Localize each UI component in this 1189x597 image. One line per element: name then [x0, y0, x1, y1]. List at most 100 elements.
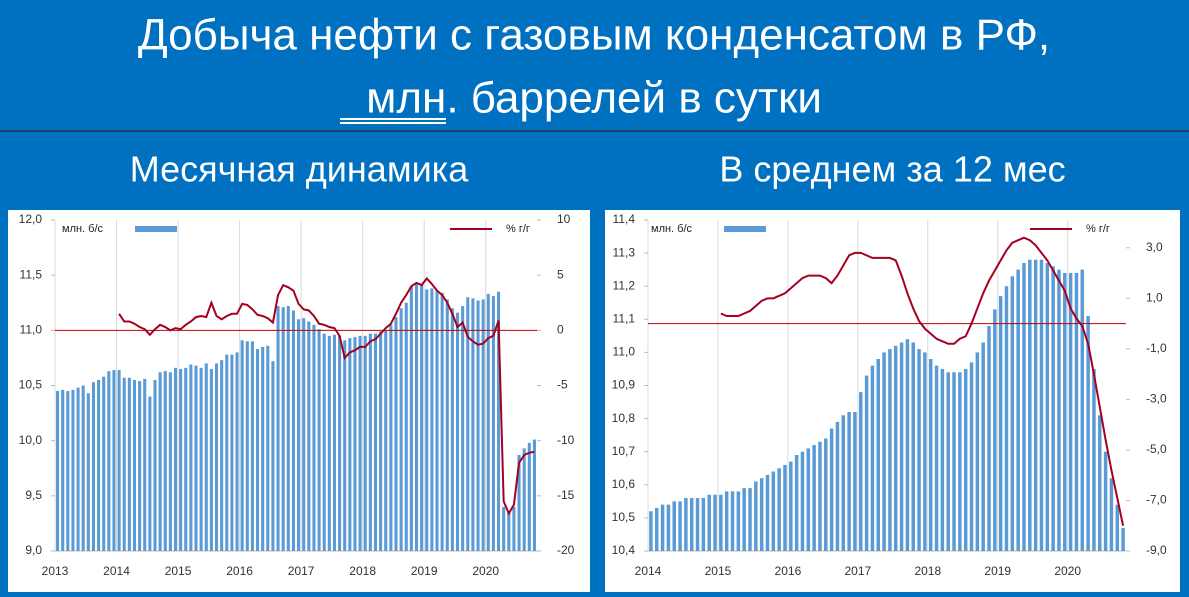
bar: [389, 324, 393, 551]
bar: [148, 396, 152, 551]
y-tick-label: 10,6: [612, 477, 636, 491]
x-tick-label: 2017: [288, 564, 315, 578]
y2-tick-label: 0: [557, 323, 564, 337]
bar: [368, 333, 372, 551]
y-tick-label: 9,0: [25, 543, 42, 557]
bar: [1121, 527, 1125, 551]
bar: [466, 297, 470, 551]
bar: [91, 382, 95, 551]
x-tick-label: 2018: [349, 564, 376, 578]
legend-label: % г/г: [506, 223, 530, 235]
bar: [713, 494, 717, 551]
bar: [194, 365, 198, 551]
y-tick-label: 10,7: [612, 444, 636, 458]
bar: [730, 491, 735, 551]
bar: [1051, 266, 1055, 551]
bar: [835, 421, 840, 551]
x-tick-label: 2020: [472, 564, 499, 578]
bar: [445, 299, 449, 551]
bar: [847, 411, 851, 551]
bar: [672, 501, 676, 551]
y-tick-label: 10,5: [19, 378, 43, 392]
x-tick-label: 2018: [914, 564, 941, 578]
chart-subtitle: Месячная динамика: [130, 149, 469, 190]
bar: [899, 342, 904, 551]
bar: [461, 306, 465, 551]
bar: [56, 391, 60, 551]
bar: [689, 498, 694, 551]
bar: [998, 296, 1003, 551]
y2-tick-label: 10: [557, 212, 571, 226]
y-tick-label: 12,0: [19, 212, 43, 226]
bar: [322, 333, 326, 551]
bar: [245, 341, 249, 551]
bar: [61, 389, 65, 551]
y-tick-label: 10,4: [612, 543, 636, 557]
bar: [425, 289, 429, 551]
bar: [307, 321, 311, 551]
y-tick-label: 11,3: [613, 245, 636, 259]
bar: [348, 338, 352, 551]
chart-panel: [605, 210, 1180, 592]
bar: [132, 379, 137, 551]
x-tick-label: 2019: [984, 564, 1011, 578]
bar: [818, 441, 822, 551]
bar: [1063, 272, 1067, 551]
bar: [97, 379, 101, 551]
bar: [1086, 315, 1090, 551]
bar: [759, 478, 764, 551]
bar: [522, 448, 526, 551]
bar: [404, 302, 408, 551]
bar: [969, 362, 974, 551]
x-tick-label: 2016: [226, 564, 253, 578]
bar: [481, 299, 485, 551]
y-tick-label: 9,5: [25, 488, 42, 502]
bar: [358, 335, 362, 551]
bar: [363, 335, 367, 551]
x-tick-label: 2015: [705, 564, 732, 578]
bar: [153, 379, 157, 551]
chart-subtitle: В среднем за 12 мес: [719, 149, 1065, 190]
bar: [107, 371, 111, 551]
bar: [1016, 269, 1020, 551]
bar: [250, 341, 254, 551]
bar: [343, 340, 347, 551]
bar: [1022, 263, 1026, 551]
y-tick-label: 11,4: [613, 212, 636, 226]
bar: [291, 310, 295, 551]
bar: [806, 448, 811, 551]
bar: [660, 504, 665, 551]
bar: [302, 318, 306, 551]
bar: [256, 349, 260, 551]
bar: [66, 391, 70, 551]
bar: [414, 283, 419, 551]
bar: [963, 368, 968, 551]
bar: [987, 325, 991, 551]
line-series: [118, 276, 535, 516]
y-tick-label: 11,1: [613, 311, 636, 325]
bar: [399, 308, 403, 551]
bar: [143, 378, 147, 551]
bar: [225, 354, 229, 551]
bar: [527, 442, 531, 551]
bar: [952, 372, 956, 551]
bar: [707, 494, 711, 551]
bar: [748, 488, 752, 551]
bar: [220, 360, 224, 551]
bar: [450, 308, 454, 551]
x-tick-label: 2016: [775, 564, 802, 578]
bar: [276, 306, 280, 551]
bar: [81, 385, 85, 551]
bar: [471, 298, 475, 551]
bar: [724, 491, 729, 551]
bar: [158, 372, 162, 551]
bar: [853, 411, 857, 551]
y2-tick-label: -9,0: [1146, 543, 1167, 557]
bar: [112, 370, 116, 551]
y2-tick-label: -5,0: [1146, 442, 1167, 456]
bar: [841, 415, 846, 551]
bar: [230, 354, 234, 551]
bar: [261, 346, 265, 551]
bar: [271, 361, 275, 551]
